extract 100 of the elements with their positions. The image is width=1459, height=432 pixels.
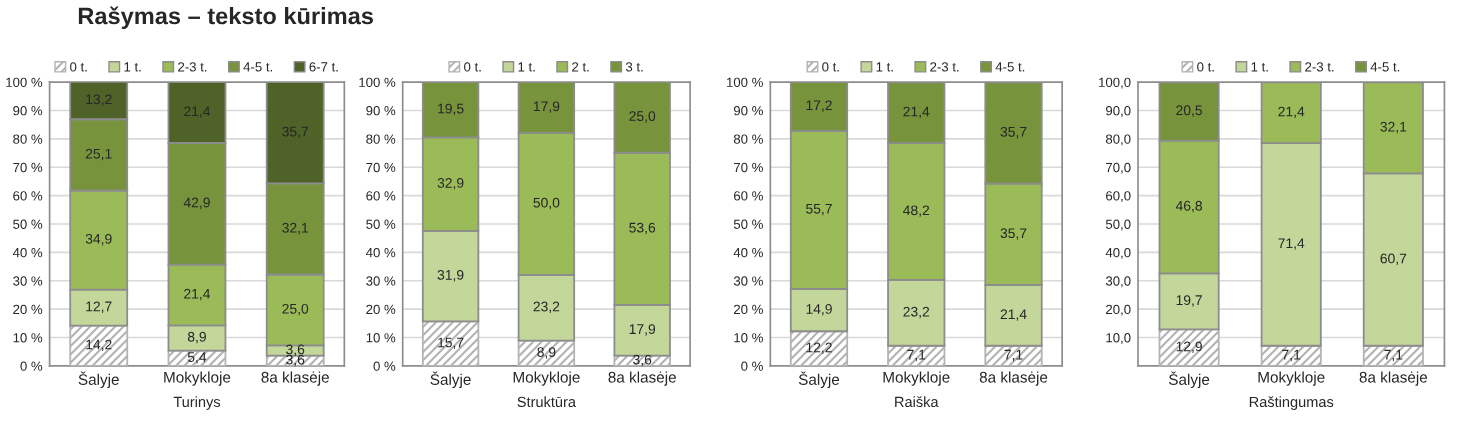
x-tick-label: Mokykloje xyxy=(164,371,231,386)
legend-label: 1 t. xyxy=(124,62,141,72)
x-axis-title: Raiška xyxy=(895,396,939,408)
data-label: 12,2 xyxy=(806,342,832,354)
data-label: 50,0 xyxy=(533,197,560,210)
bar xyxy=(421,320,480,366)
y-tick-label: 0 % xyxy=(20,361,43,371)
y-tick-label: 50 % xyxy=(733,219,763,229)
data-label: 42,9 xyxy=(183,197,210,210)
data-label: 7,1 xyxy=(907,349,926,362)
legend-label: 4-5 t. xyxy=(243,62,273,72)
y-tick-label: 30 % xyxy=(366,276,396,286)
data-label: 31,9 xyxy=(437,269,464,282)
data-label: 17,9 xyxy=(533,101,560,113)
data-label: 23,2 xyxy=(903,306,930,319)
x-tick-label: 8a klasėje xyxy=(608,371,676,386)
data-label: 8,9 xyxy=(537,347,556,359)
x-tick-label: Šalyje xyxy=(78,371,119,388)
data-label: 34,9 xyxy=(85,233,112,246)
y-tick-label: 50 % xyxy=(366,219,396,229)
data-label: 71,4 xyxy=(1278,238,1305,250)
x-tick-label: Šalyje xyxy=(798,371,840,388)
y-tick-label: 20 % xyxy=(366,304,396,315)
data-label: 23,2 xyxy=(533,301,560,314)
data-label: 13,2 xyxy=(86,94,112,106)
legend-label: 2-3 t. xyxy=(1305,62,1334,72)
data-label: 7,1 xyxy=(1282,349,1301,362)
y-tick-label: 90 % xyxy=(733,106,763,116)
x-tick-label: 8a klasėje xyxy=(261,371,329,386)
y-tick-label: 40 % xyxy=(12,247,43,258)
y-tick-label: 10 % xyxy=(734,333,763,343)
data-label: 21,4 xyxy=(903,106,930,119)
x-tick-label: 8a klasėje xyxy=(979,371,1048,386)
data-label: 53,6 xyxy=(629,222,656,235)
data-label: 15,7 xyxy=(438,337,464,349)
y-tick-label: 80 % xyxy=(366,134,396,144)
legend-label: 3 t. xyxy=(625,62,643,72)
y-tick-label: 40 % xyxy=(733,247,763,258)
y-tick-label: 80 % xyxy=(733,134,763,144)
data-label: 12,7 xyxy=(86,301,112,313)
x-axis-title: Raštingumas xyxy=(1249,396,1334,410)
y-tick-label: 100 % xyxy=(727,77,763,87)
y-tick-label: 60 % xyxy=(366,191,396,201)
legend-label: 0 t. xyxy=(464,62,481,72)
chart-title: Rašymas – teksto kūrimas xyxy=(78,6,373,30)
y-tick-label: 10,0 xyxy=(1106,333,1131,344)
x-tick-label: Šalyje xyxy=(1168,371,1210,388)
data-label: 8,9 xyxy=(187,331,206,344)
data-label: 35,7 xyxy=(1000,228,1027,240)
data-label: 48,2 xyxy=(903,205,930,217)
data-label: 55,7 xyxy=(806,203,832,216)
data-label: 35,7 xyxy=(282,126,309,139)
x-tick-label: Mokykloje xyxy=(1258,371,1325,386)
y-tick-label: 100 % xyxy=(359,77,396,87)
bar xyxy=(789,330,849,366)
data-label: 5,4 xyxy=(187,352,207,364)
y-tick-label: 70 % xyxy=(734,162,763,173)
legend-label: 1 t. xyxy=(518,62,535,72)
y-tick-label: 70 % xyxy=(366,162,396,173)
y-tick-label: 70,0 xyxy=(1106,162,1131,174)
data-label: 35,7 xyxy=(1000,126,1027,139)
data-label: 21,4 xyxy=(184,288,211,301)
legend-label: 4-5 t. xyxy=(995,62,1025,72)
data-label: 20,5 xyxy=(1176,105,1203,117)
y-tick-label: 20 % xyxy=(734,304,763,315)
y-tick-label: 40 % xyxy=(365,247,396,258)
x-tick-label: Šalyje xyxy=(430,371,471,388)
data-label: 25,1 xyxy=(85,148,112,161)
y-tick-label: 60,0 xyxy=(1106,191,1131,203)
x-axis-title: Struktūra xyxy=(517,396,576,408)
x-tick-label: 8a klasėje xyxy=(1359,371,1428,386)
y-tick-label: 40,0 xyxy=(1105,247,1131,259)
data-label: 46,8 xyxy=(1175,200,1202,213)
data-label: 60,7 xyxy=(1380,253,1407,265)
x-tick-label: Mokykloje xyxy=(513,371,580,386)
data-label: 19,5 xyxy=(438,103,464,116)
data-label: 3,6 xyxy=(633,354,652,367)
y-tick-label: 80,0 xyxy=(1105,134,1131,146)
y-tick-label: 100,0 xyxy=(1099,77,1131,89)
y-tick-label: 0 % xyxy=(373,361,396,371)
legend-label: 2 t. xyxy=(572,62,589,72)
data-label: 12,9 xyxy=(1176,341,1202,353)
data-label: 17,2 xyxy=(806,100,832,112)
data-label: 19,7 xyxy=(1176,295,1202,307)
data-label: 25,0 xyxy=(629,111,656,123)
y-tick-label: 50 % xyxy=(13,219,43,229)
y-tick-label: 90 % xyxy=(366,106,396,116)
x-axis-title: Turinys xyxy=(173,396,221,410)
data-label: 14,2 xyxy=(86,339,112,352)
legend-label: 4-5 t. xyxy=(1370,62,1400,72)
y-tick-label: 20 % xyxy=(13,304,43,315)
y-tick-label: 70 % xyxy=(13,162,43,173)
y-tick-label: 0 % xyxy=(741,361,763,371)
y-tick-label: 80 % xyxy=(13,134,43,144)
y-tick-label: 10 % xyxy=(366,333,396,343)
legend-label: 0 t. xyxy=(70,62,87,72)
bar xyxy=(69,324,129,366)
legend-label: 2-3 t. xyxy=(178,62,207,72)
data-label: 32,1 xyxy=(1380,121,1407,134)
data-label: 7,1 xyxy=(1384,349,1403,362)
